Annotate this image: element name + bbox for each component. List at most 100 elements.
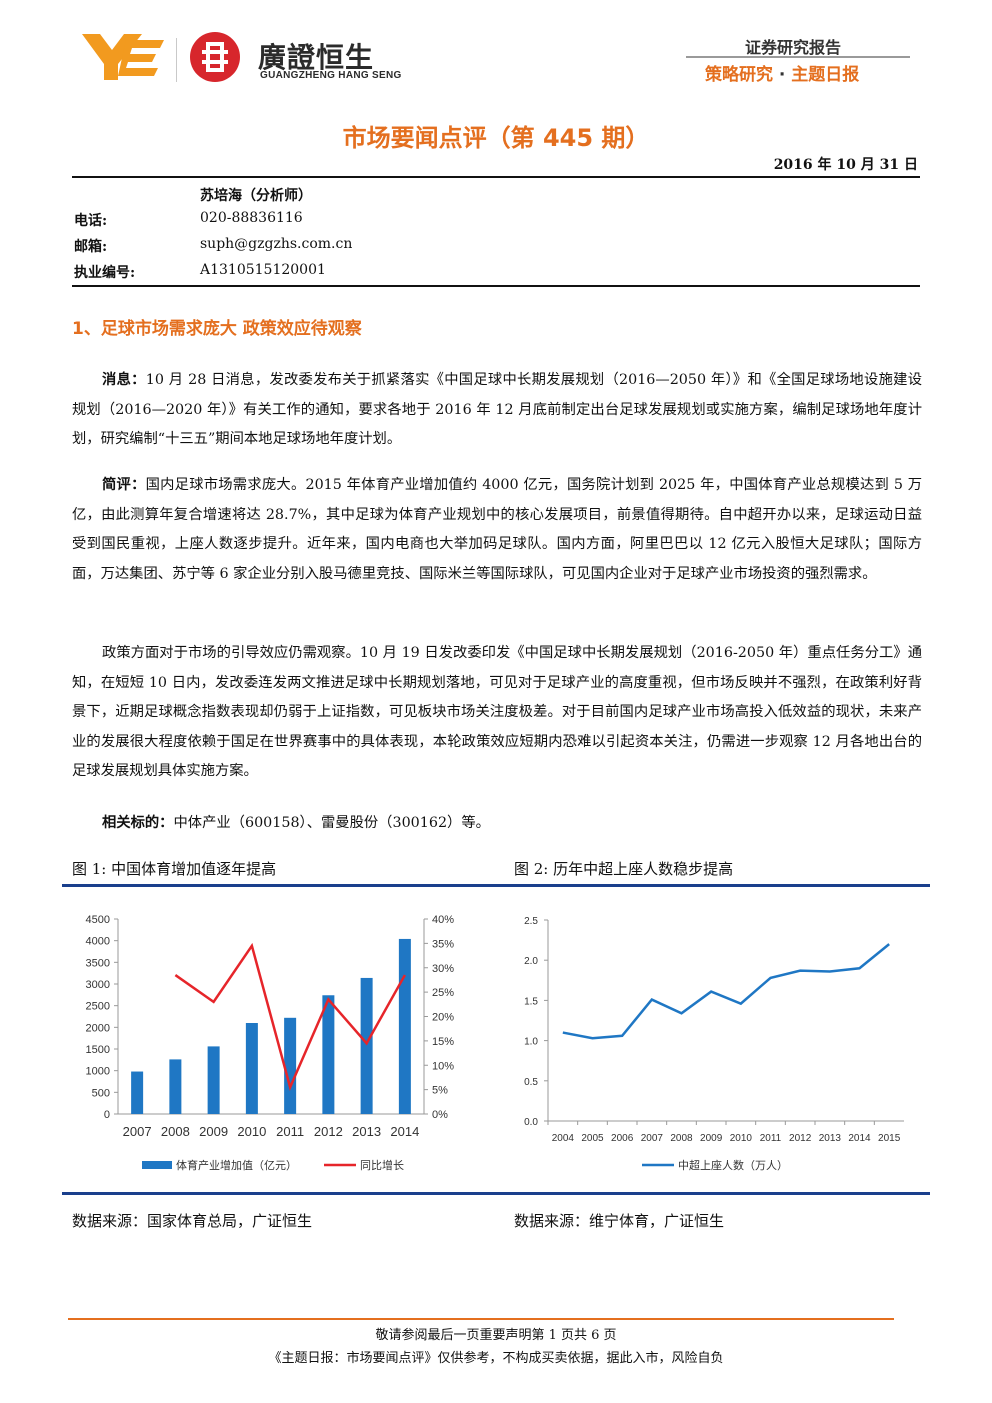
phone-label: 电话: xyxy=(74,213,108,229)
sports-industry-chart: 0 500 1000 1500 2000 2500 3000 3500 4000 4500 0% 5%… xyxy=(86,914,455,1172)
report-series: 主题日报 xyxy=(791,65,860,85)
growth-line xyxy=(174,942,406,1091)
x-tick-label: 2010 xyxy=(237,1124,266,1139)
y-right-tick-label: 20% xyxy=(432,1012,454,1024)
hang-seng-seal-icon xyxy=(190,32,240,82)
related-stocks-text: 中体产业（600158）、雷曼股份（300162）等。 xyxy=(173,815,490,831)
y-left-tick-label: 500 xyxy=(92,1087,110,1099)
attendance-line xyxy=(562,943,890,1040)
y-tick-label: 2.0 xyxy=(524,956,538,967)
section-title: 1、足球市场需求庞大 政策效应待观察 xyxy=(72,319,362,339)
x-tick-label: 2010 xyxy=(730,1133,753,1144)
legend-line-label: 同比增长 xyxy=(360,1158,404,1172)
footer-disclaimer: 《主题日报：市场要闻点评》仅供参考，不构成买卖依据，据此入市，风险自负 xyxy=(268,1351,724,1366)
y-left-tick-label: 0 xyxy=(104,1109,110,1121)
info-top-rule xyxy=(72,176,920,178)
comment-text: 国内足球市场需求庞大。2015 年体育产业增加值约 4000 亿元，国务院计划到… xyxy=(72,477,923,582)
x-tick-label: 2007 xyxy=(123,1124,152,1139)
y-right-tick-label: 10% xyxy=(432,1060,454,1072)
y-tick-label: 2.5 xyxy=(524,916,538,927)
news-text: 10 月 28 日消息，发改委发布关于抓紧落实《中国足球中长期发展规划（2016… xyxy=(72,372,923,447)
legend-bar-label: 体育产业增加值（亿元） xyxy=(176,1158,297,1172)
bar xyxy=(131,1071,144,1114)
report-date: 2016 年 10 月 31 日 xyxy=(773,157,918,173)
figures-bottom-rule xyxy=(62,1192,930,1195)
y-left-tick-label: 3500 xyxy=(86,957,110,969)
y-right-tick-label: 35% xyxy=(432,938,454,950)
comment-paragraph: 简评：国内足球市场需求庞大。2015 年体育产业增加值约 4000 亿元，国务院… xyxy=(72,471,922,589)
footer-rule xyxy=(68,1318,894,1320)
x-tick-label: 2006 xyxy=(611,1133,634,1144)
report-subtitle: 策略研究 · 主题日报 xyxy=(705,60,859,85)
y-left-tick-label: 1000 xyxy=(86,1066,110,1078)
company-name-en: GUANGZHENG HANG SENG xyxy=(260,70,402,81)
y-right-tick-label: 30% xyxy=(432,963,454,975)
bar xyxy=(322,995,335,1114)
y-left-tick-label: 3000 xyxy=(86,979,110,991)
x-tick-label: 2011 xyxy=(276,1124,304,1139)
x-tick-label: 2011 xyxy=(760,1133,782,1144)
header-divider xyxy=(686,56,910,58)
x-tick-label: 2012 xyxy=(314,1124,343,1139)
license-value: A1310515120001 xyxy=(200,262,326,278)
y-right-tick-label: 5% xyxy=(432,1085,448,1097)
news-label: 消息： xyxy=(102,372,146,388)
x-tick-label: 2009 xyxy=(199,1124,228,1139)
bar xyxy=(398,938,411,1114)
bar xyxy=(245,1023,258,1114)
email-value[interactable]: suph@gzgzhs.com.cn xyxy=(200,236,353,252)
legend-bar-swatch xyxy=(142,1161,172,1169)
x-tick-label: 2008 xyxy=(670,1133,693,1144)
y-tick-label: 1.5 xyxy=(524,996,538,1007)
y-left-tick-label: 2500 xyxy=(86,1001,110,1013)
license-label: 执业编号: xyxy=(74,265,136,281)
x-tick-label: 2005 xyxy=(581,1133,604,1144)
footer-disclaimer-page: 敬请参阅最后一页重要声明第 1 页共 6 页 xyxy=(375,1328,617,1343)
y-left-tick-label: 4000 xyxy=(86,936,110,948)
related-stocks-label: 相关标的： xyxy=(102,815,174,831)
x-tick-label: 2014 xyxy=(848,1133,871,1144)
phone-value: 020-88836116 xyxy=(200,210,303,226)
y-right-tick-label: 40% xyxy=(432,914,454,926)
y-right-tick-label: 25% xyxy=(432,987,454,999)
figure1-source: 数据来源：国家体育总局，广证恒生 xyxy=(72,1212,313,1230)
report-type: 证券研究报告 xyxy=(745,38,842,57)
x-tick-label: 2014 xyxy=(390,1124,419,1139)
y-left-tick-label: 1500 xyxy=(86,1044,110,1056)
y-right-tick-label: 0% xyxy=(432,1109,448,1121)
comment-label: 简评： xyxy=(102,477,146,493)
attendance-chart: 0.0 0.5 1.0 1.5 2.0 2.5 2004 2005 2006 2007 2008 20… xyxy=(524,916,904,1172)
legend-line-label: 中超上座人数（万人） xyxy=(678,1158,788,1172)
x-tick-label: 2013 xyxy=(352,1124,381,1139)
figure2-source: 数据来源：维宁体育，广证恒生 xyxy=(514,1212,725,1230)
bar xyxy=(284,1017,297,1114)
x-tick-label: 2004 xyxy=(552,1133,575,1144)
bar xyxy=(360,977,373,1114)
bar xyxy=(169,1059,182,1114)
ye-logo-icon xyxy=(82,34,164,80)
bar xyxy=(207,1046,220,1114)
info-bottom-rule xyxy=(72,285,920,287)
x-tick-label: 2007 xyxy=(641,1133,664,1144)
x-tick-label: 2008 xyxy=(161,1124,190,1139)
analyst-name: 苏培海（分析师） xyxy=(200,188,312,204)
policy-text: 政策方面对于市场的引导效应仍需观察。10 月 19 日发改委印发《中国足球中长期… xyxy=(72,645,922,779)
x-tick-label: 2013 xyxy=(819,1133,842,1144)
y-tick-label: 0.5 xyxy=(524,1077,538,1088)
policy-paragraph: 政策方面对于市场的引导效应仍需观察。10 月 19 日发改委印发《中国足球中长期… xyxy=(72,639,922,787)
report-category: 策略研究 xyxy=(705,65,773,85)
x-tick-label: 2012 xyxy=(789,1133,812,1144)
document-title: 市场要闻点评（第 445 期） xyxy=(342,124,650,152)
figures-top-rule xyxy=(62,884,930,887)
logo-divider xyxy=(176,38,177,82)
y-left-tick-label: 4500 xyxy=(86,914,110,926)
x-tick-label: 2009 xyxy=(700,1133,723,1144)
dot-separator: · xyxy=(773,65,792,85)
y-left-tick-label: 2000 xyxy=(86,1022,110,1034)
y-tick-label: 0.0 xyxy=(524,1117,538,1128)
x-tick-label: 2015 xyxy=(878,1133,901,1144)
y-right-tick-label: 15% xyxy=(432,1036,454,1048)
figure1-title: 图 1: 中国体育增加值逐年提高 xyxy=(72,860,277,878)
related-stocks-paragraph: 相关标的：中体产业（600158）、雷曼股份（300162）等。 xyxy=(72,809,922,839)
email-label: 邮箱: xyxy=(74,239,108,255)
